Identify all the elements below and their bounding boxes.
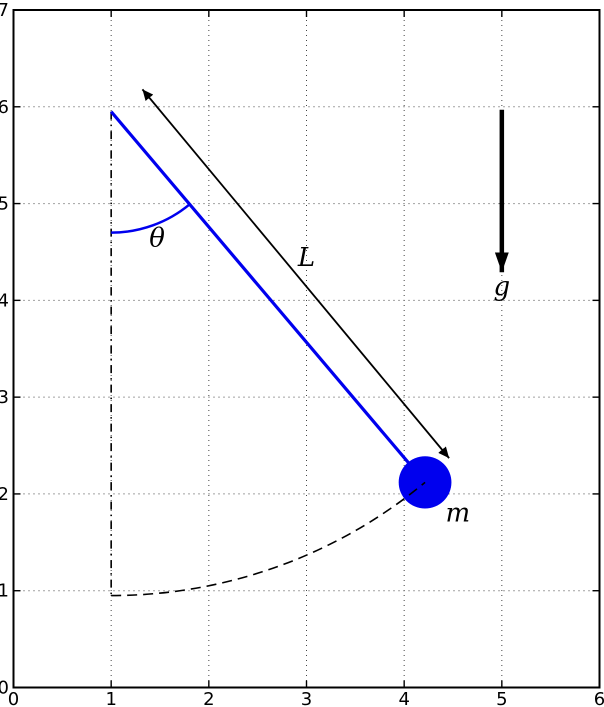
x-tick-label: 4	[398, 689, 409, 707]
x-tick-label: 0	[8, 689, 19, 707]
y-tick-label: 6	[0, 97, 9, 118]
grid	[13, 10, 600, 688]
swing-path-arc	[111, 481, 426, 597]
annotation-labels: θ L m g	[149, 223, 510, 528]
x-tick-label: 5	[496, 689, 507, 707]
y-tick-label: 2	[0, 484, 9, 505]
rod-length-label: L	[297, 243, 315, 273]
length-arrow	[141, 88, 450, 459]
y-tick-label: 0	[0, 678, 9, 699]
x-tick-label: 1	[105, 689, 116, 707]
y-tick-label: 5	[0, 194, 9, 215]
pendulum-rod	[109, 110, 427, 484]
mass-label: m	[446, 498, 471, 528]
theta-angle-label: θ	[149, 223, 165, 253]
y-tick-label: 7	[0, 0, 9, 21]
x-tick-label: 2	[203, 689, 214, 707]
axis-ticks	[12, 9, 601, 689]
x-tick-label: 6	[594, 689, 604, 707]
y-tick-label: 4	[0, 290, 9, 311]
y-tick-label: 1	[0, 581, 9, 602]
pendulum-drawing	[109, 88, 509, 597]
x-tick-label: 3	[301, 689, 312, 707]
gravity-label: g	[494, 272, 511, 302]
y-tick-label: 3	[0, 387, 9, 408]
